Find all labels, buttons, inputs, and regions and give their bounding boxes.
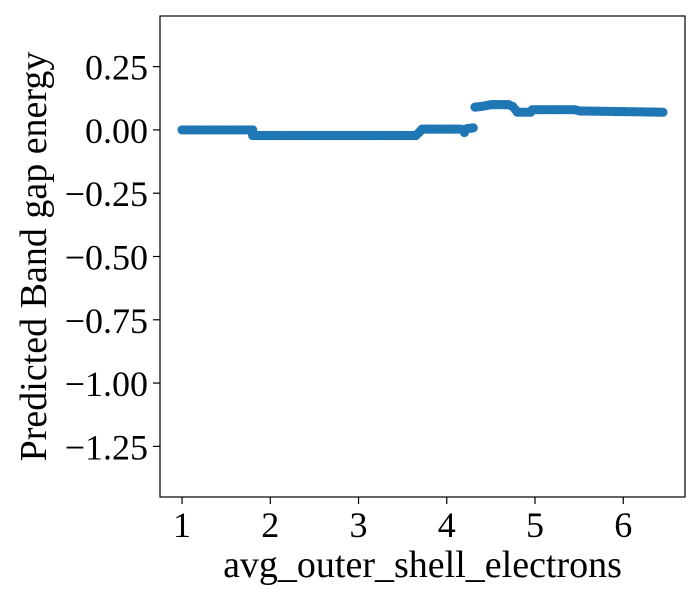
x-tick-label: 2 xyxy=(261,505,279,545)
scatter-series xyxy=(177,100,668,141)
y-tick-label: −1.25 xyxy=(65,427,148,467)
x-tick-label: 1 xyxy=(173,505,191,545)
x-axis-label: avg_outer_shell_electrons xyxy=(223,544,622,586)
y-tick-label: −1.00 xyxy=(65,364,148,404)
y-tick-label: −0.75 xyxy=(65,301,148,341)
x-axis-ticks: 1 2 3 4 5 6 xyxy=(173,497,632,545)
y-tick-label: 0.00 xyxy=(85,111,148,151)
plot-area-frame xyxy=(159,15,686,498)
x-tick-label: 4 xyxy=(438,505,456,545)
data-point xyxy=(468,123,478,133)
y-tick-label: 0.25 xyxy=(85,48,148,88)
x-tick-label: 6 xyxy=(614,505,632,545)
y-axis-label: Predicted Band gap energy xyxy=(13,52,55,462)
y-axis-ticks: 0.25 0.00 −0.25 −0.50 −0.75 −1.00 −1.25 xyxy=(65,48,160,467)
y-tick-label: −0.25 xyxy=(65,174,148,214)
x-tick-label: 3 xyxy=(350,505,368,545)
x-tick-label: 5 xyxy=(526,505,544,545)
data-point xyxy=(658,107,668,117)
y-tick-label: −0.50 xyxy=(65,238,148,278)
